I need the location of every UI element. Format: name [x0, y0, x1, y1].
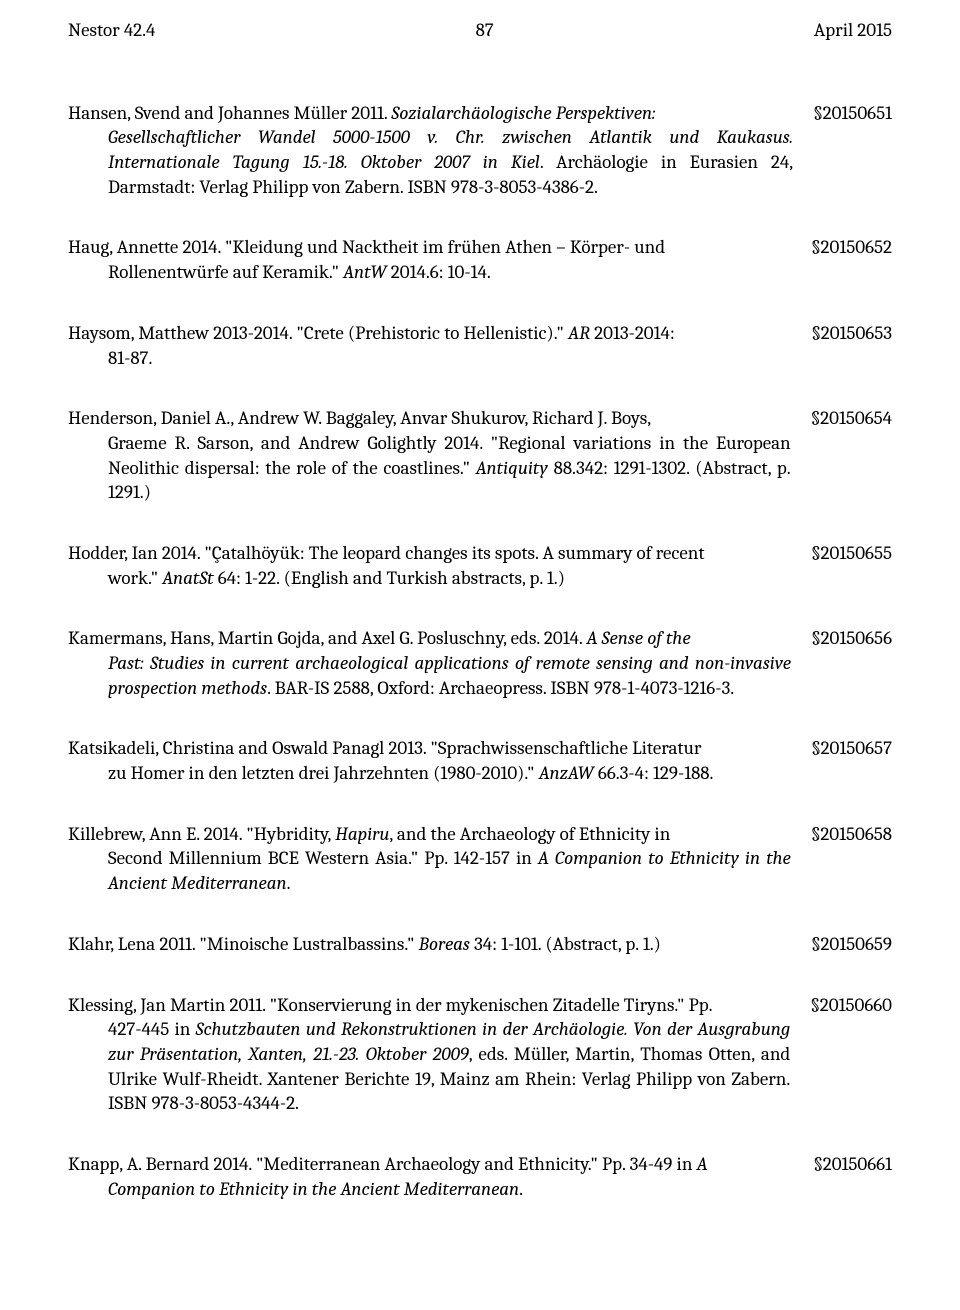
reference-number: §20150654 — [811, 406, 892, 431]
reference-number: §20150658 — [811, 822, 892, 847]
bibliography-entry: Haysom, Matthew 2013-2014. "Crete (Prehi… — [68, 321, 892, 370]
bibliography-entry: Kamermans, Hans, Martin Gojda, and Axel … — [68, 626, 892, 700]
bibliography-entry: Henderson, Daniel A., Andrew W. Baggaley… — [68, 406, 892, 505]
bibliography-entry: Klahr, Lena 2011. "Minoische Lustralbass… — [68, 932, 892, 957]
bibliography-entry: Katsikadeli, Christina and Oswald Panagl… — [68, 736, 892, 785]
header-right: April 2015 — [814, 18, 892, 43]
bibliography-entry: Killebrew, Ann E. 2014. "Hybridity, Hapi… — [68, 822, 892, 896]
reference-number: §20150653 — [811, 321, 892, 346]
reference-number: §20150651 — [813, 101, 892, 126]
entry-text: Haysom, Matthew 2013-2014. "Crete (Prehi… — [68, 321, 811, 370]
bibliography-entry: Haug, Annette 2014. "Kleidung und Nackth… — [68, 235, 892, 284]
header-center: 87 — [476, 18, 494, 43]
entry-text: Klahr, Lena 2011. "Minoische Lustralbass… — [68, 932, 811, 957]
entry-text: Katsikadeli, Christina and Oswald Panagl… — [68, 736, 811, 785]
bibliography-entry: Knapp, A. Bernard 2014. "Mediterranean A… — [68, 1152, 892, 1201]
entry-text: Haug, Annette 2014. "Kleidung und Nackth… — [68, 235, 811, 284]
reference-number: §20150655 — [811, 541, 892, 566]
entry-text: Killebrew, Ann E. 2014. "Hybridity, Hapi… — [68, 822, 811, 896]
entry-text: Hodder, Ian 2014. "Çatalhöyük: The leopa… — [68, 541, 811, 590]
reference-number: §20150652 — [811, 235, 892, 260]
entry-text: Klessing, Jan Martin 2011. "Konservierun… — [68, 993, 810, 1116]
header-left: Nestor 42.4 — [68, 18, 155, 43]
entry-text: Hansen, Svend and Johannes Müller 2011. … — [68, 101, 813, 200]
reference-number: §20150659 — [811, 932, 892, 957]
reference-number: §20150661 — [813, 1152, 892, 1177]
bibliography-entry: Klessing, Jan Martin 2011. "Konservierun… — [68, 993, 892, 1116]
entry-text: Knapp, A. Bernard 2014. "Mediterranean A… — [68, 1152, 813, 1201]
page-header: Nestor 42.4 87 April 2015 — [68, 18, 892, 43]
reference-number: §20150656 — [811, 626, 892, 651]
reference-number: §20150660 — [810, 993, 892, 1018]
entry-text: Henderson, Daniel A., Andrew W. Baggaley… — [68, 406, 811, 505]
bibliography-entry: Hodder, Ian 2014. "Çatalhöyük: The leopa… — [68, 541, 892, 590]
bibliography-list: Hansen, Svend and Johannes Müller 2011. … — [68, 101, 892, 1202]
bibliography-entry: Hansen, Svend and Johannes Müller 2011. … — [68, 101, 892, 200]
entry-text: Kamermans, Hans, Martin Gojda, and Axel … — [68, 626, 811, 700]
reference-number: §20150657 — [811, 736, 892, 761]
